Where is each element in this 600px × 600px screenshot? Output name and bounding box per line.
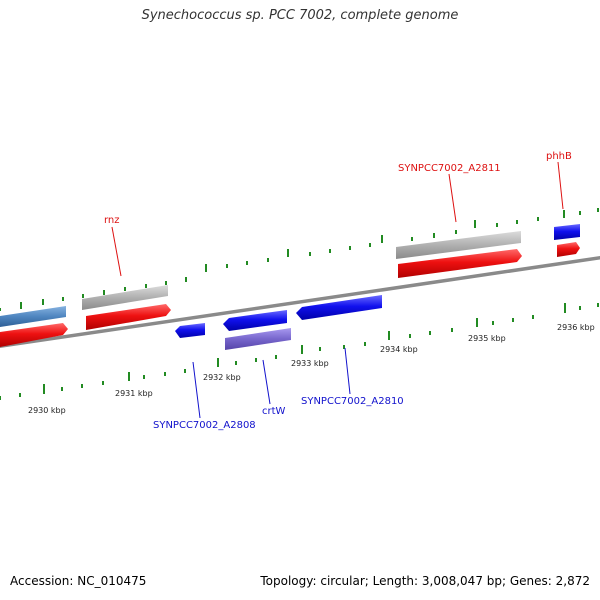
reverse-gene-crtw[interactable]: [223, 310, 287, 331]
kbp-label-2936: 2936 kbp: [557, 323, 595, 332]
kbp-label-2933: 2933 kbp: [291, 359, 329, 368]
reverse-gene-a2810[interactable]: [296, 295, 382, 320]
leader-line-rnz: [111, 226, 122, 277]
kbp-scale: 2930 kbp 2931 kbp 2932 kbp 2933 kbp 2934…: [28, 323, 595, 415]
topology-summary-text: Topology: circular; Length: 3,008,047 bp…: [260, 574, 590, 588]
upper-tick-row: [0, 208, 599, 311]
leader-line-crtw: [262, 359, 271, 405]
steelblue-feature-left-edge[interactable]: [0, 306, 66, 327]
leader-line-a2811: [448, 173, 457, 223]
gene-label-phhb[interactable]: phhB: [546, 151, 572, 162]
forward-gene-a2811[interactable]: [398, 249, 522, 278]
reverse-gene-phhb-box[interactable]: [554, 224, 580, 240]
lower-tick-row: [0, 303, 599, 400]
kbp-label-2935: 2935 kbp: [468, 334, 506, 343]
grey-feature-upper-2[interactable]: [396, 231, 521, 259]
forward-gene-rnz[interactable]: [86, 304, 171, 330]
gene-label-rnz[interactable]: rnz: [104, 215, 120, 226]
kbp-label-2931: 2931 kbp: [115, 389, 153, 398]
forward-gene-left-edge[interactable]: [0, 323, 68, 347]
gene-label-a2811[interactable]: SYNPCC7002_A2811: [398, 163, 501, 174]
leader-line-a2810: [344, 347, 351, 395]
genome-title: Synechococcus sp. PCC 7002, complete gen…: [141, 8, 459, 23]
forward-gene-phhb[interactable]: [557, 242, 580, 257]
kbp-label-2934: 2934 kbp: [380, 345, 418, 354]
accession-text: Accession: NC_010475: [10, 574, 147, 588]
gene-label-a2808[interactable]: SYNPCC7002_A2808: [153, 420, 256, 431]
genome-backbone: [0, 255, 600, 349]
reverse-gene-a2808[interactable]: [175, 323, 205, 338]
gene-label-a2810[interactable]: SYNPCC7002_A2810: [301, 396, 404, 407]
kbp-label-2932: 2932 kbp: [203, 373, 241, 382]
purple-feature-crtw[interactable]: [225, 328, 291, 350]
grey-feature-upper-1[interactable]: [82, 285, 168, 310]
leader-line-a2808: [192, 361, 201, 419]
gene-label-crtw[interactable]: crtW: [262, 406, 286, 417]
leader-line-phhb: [557, 161, 564, 210]
kbp-label-2930: 2930 kbp: [28, 406, 66, 415]
